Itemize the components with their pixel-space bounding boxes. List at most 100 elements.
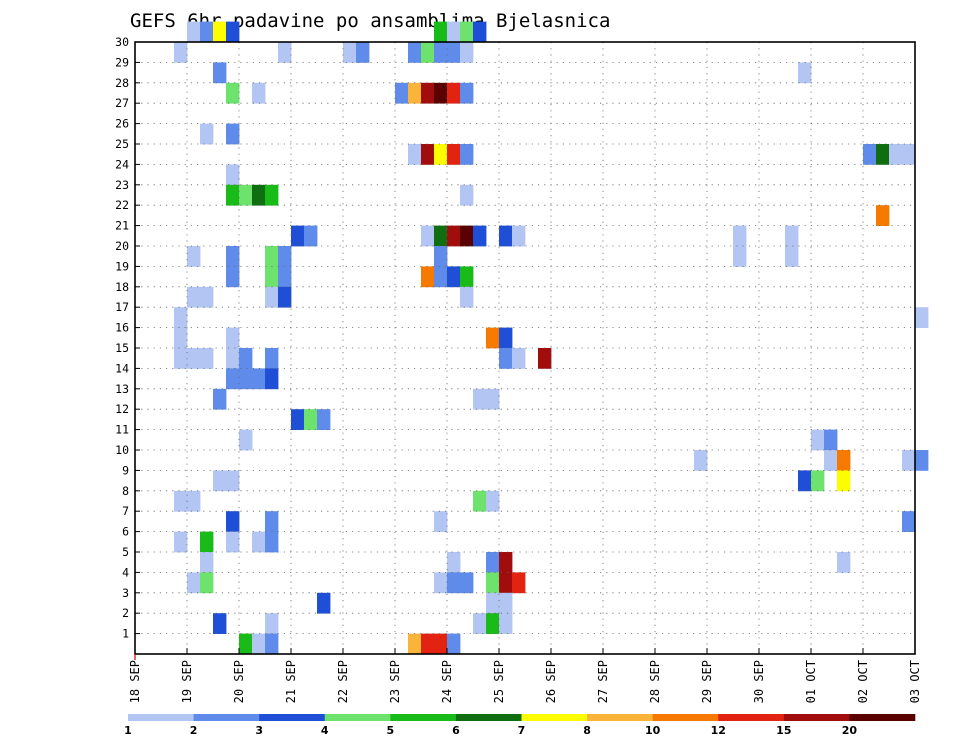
y-tick-label: 1: [122, 627, 129, 641]
x-tick-label: 30 SEP: [752, 660, 766, 703]
heatmap-cell: [226, 164, 240, 186]
heatmap-cell: [213, 21, 227, 43]
y-tick-label: 2: [122, 606, 129, 620]
colorbar-label: 15: [776, 724, 791, 737]
heatmap-cell: [434, 144, 448, 165]
heatmap-cell: [837, 470, 851, 492]
x-tick-label: 29 SEP: [700, 660, 714, 703]
heatmap-cell: [226, 470, 240, 492]
heatmap-cell: [226, 123, 240, 145]
colorbar-label: 1: [124, 724, 132, 737]
x-tick-label: 26 SEP: [544, 660, 558, 703]
heatmap-cell: [434, 633, 448, 655]
heatmap-cell: [915, 450, 929, 471]
y-tick-label: 3: [122, 586, 129, 600]
heatmap-cell: [252, 184, 266, 206]
heatmap-cell: [200, 286, 214, 308]
heatmap-cell: [499, 225, 513, 247]
y-tick-label: 10: [115, 443, 129, 457]
colorbar-segment: [783, 714, 850, 721]
heatmap-cell: [538, 348, 552, 369]
y-tick-label: 17: [115, 300, 129, 314]
heatmap-cell: [421, 144, 435, 165]
heatmap-cell: [174, 490, 188, 512]
y-tick-label: 29: [115, 55, 129, 69]
heatmap-cell: [421, 42, 435, 63]
colorbar-segment: [193, 714, 260, 721]
heatmap-cell: [252, 531, 266, 553]
heatmap-cell: [837, 450, 851, 471]
chart-title: GEFS 6hr padavine po ansamblima Bjelasni…: [130, 10, 610, 32]
heatmap-cell: [304, 409, 318, 430]
heatmap-cell: [174, 42, 188, 63]
heatmap-cell: [226, 184, 240, 206]
heatmap-cell: [187, 348, 201, 369]
heatmap-cell: [447, 82, 461, 104]
heatmap-cell: [187, 21, 201, 43]
heatmap-cell: [499, 552, 513, 573]
heatmap-cell: [421, 633, 435, 655]
heatmap-cell: [902, 511, 916, 532]
heatmap-cell: [317, 409, 331, 430]
heatmap-cell: [304, 225, 318, 247]
heatmap-cell: [187, 246, 201, 267]
heatmap-cell: [434, 21, 448, 43]
heatmap-cell: [902, 144, 916, 165]
y-tick-label: 8: [122, 484, 129, 498]
heatmap-cell: [278, 246, 292, 267]
heatmap-cell: [447, 633, 461, 655]
heatmap-cell: [226, 531, 240, 553]
heatmap-cell: [278, 42, 292, 63]
heatmap-cell: [460, 21, 474, 43]
x-tick-label: 01 OCT: [804, 660, 818, 703]
heatmap-cell: [200, 348, 214, 369]
heatmap-cell: [200, 531, 214, 553]
y-tick-label: 15: [115, 341, 129, 355]
heatmap-cell: [486, 613, 500, 634]
heatmap-cell: [226, 327, 240, 349]
heatmap-cell: [317, 592, 331, 614]
heatmap-cell: [265, 184, 279, 206]
heatmap-cell: [291, 225, 305, 247]
heatmap-cell: [265, 266, 279, 288]
y-tick-label: 12: [115, 402, 129, 416]
heatmap-cell: [460, 184, 474, 206]
x-tick-label: 20 SEP: [232, 660, 246, 703]
heatmap-cell: [499, 348, 513, 369]
colorbar-segment: [324, 714, 391, 721]
heatmap-cell: [187, 490, 201, 512]
heatmap-cell: [811, 429, 825, 451]
colorbar-label: 20: [842, 724, 858, 737]
colorbar-segment: [455, 714, 522, 721]
heatmap-cell: [447, 572, 461, 594]
heatmap-cell: [265, 246, 279, 267]
x-tick-label: 25 SEP: [492, 660, 506, 703]
colorbar-label: 2: [190, 724, 198, 737]
heatmap-cell: [798, 62, 812, 84]
heatmap-cell: [447, 21, 461, 43]
heatmap-cell: [434, 572, 448, 594]
heatmap-cell: [460, 225, 474, 247]
y-axis: 1234567891011121314151617181920212223242…: [115, 35, 140, 641]
heatmap-cell: [226, 246, 240, 267]
heatmap-cell: [460, 572, 474, 594]
colorbar-label: 3: [255, 724, 263, 737]
colorbar-segment: [849, 714, 916, 721]
heatmap-cell: [889, 144, 903, 165]
heatmap-cell: [265, 531, 279, 553]
heatmap-cell: [473, 21, 487, 43]
heatmap-cell: [434, 246, 448, 267]
y-tick-label: 9: [122, 463, 129, 477]
y-tick-label: 27: [115, 96, 129, 110]
y-tick-label: 5: [122, 545, 129, 559]
y-tick-label: 6: [122, 525, 129, 539]
heatmap-cell: [460, 82, 474, 104]
colorbar-segment: [259, 714, 326, 721]
y-tick-label: 16: [115, 321, 129, 335]
heatmap-cell: [187, 572, 201, 594]
heatmap-cell: [512, 225, 526, 247]
heatmap-cell: [785, 246, 799, 267]
y-tick-label: 19: [115, 259, 129, 273]
heatmap-cell: [252, 82, 266, 104]
heatmap-cell: [447, 42, 461, 63]
